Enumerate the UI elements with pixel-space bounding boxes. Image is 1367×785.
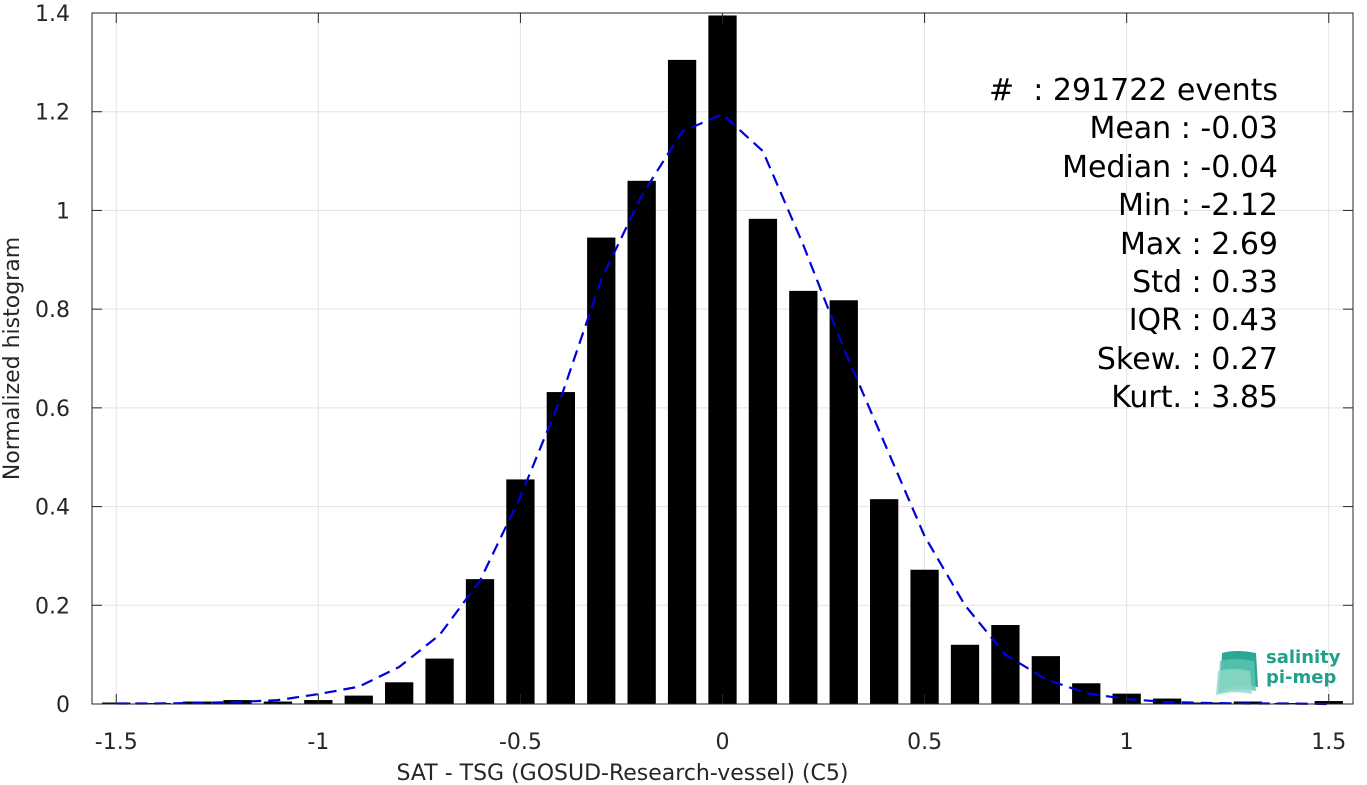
stat-skew: Skew. : 0.27: [1096, 341, 1278, 377]
histogram-bar: [1031, 656, 1060, 704]
histogram-bar: [829, 300, 858, 704]
stat-kurt: Kurt. : 3.85: [1111, 380, 1278, 416]
stat-iqr: IQR : 0.43: [1128, 303, 1278, 339]
histogram-bar: [627, 180, 656, 705]
histogram-bars: [102, 15, 1343, 705]
stat-std: Std : 0.33: [1132, 265, 1278, 301]
x-tick-label: 1: [1120, 730, 1134, 755]
histogram-bar: [950, 644, 980, 704]
histogram-bar: [1072, 683, 1101, 704]
x-tick-label: -1.5: [95, 730, 138, 755]
y-tick-label: 1.4: [35, 2, 70, 27]
axis-ticks: -1.5 -1 -0.5 0 0.5 1 1.5 0 0.2 0.4 0.6 0.8 1 1.2 1.4: [35, 2, 1353, 755]
stat-min: Min : -2.12: [1117, 188, 1278, 224]
histogram-bar: [991, 625, 1020, 704]
histogram-bar: [425, 658, 454, 704]
y-tick-label: 0.8: [35, 298, 70, 323]
y-tick-label: 1: [56, 199, 70, 224]
x-tick-label: -0.5: [499, 730, 542, 755]
stat-median: Median : -0.04: [1062, 149, 1278, 185]
x-tick-label: 0: [716, 730, 730, 755]
histogram-bar: [263, 701, 293, 704]
y-tick-label: 0.4: [35, 496, 70, 521]
y-tick-label: 1.2: [35, 101, 70, 126]
histogram-bar: [546, 392, 575, 704]
logo-line-2: pi-mep: [1266, 667, 1337, 688]
histogram-bar: [506, 479, 535, 704]
y-tick-label: 0.6: [35, 397, 70, 422]
histogram-bar: [385, 682, 414, 704]
histogram-bar: [910, 569, 939, 704]
histogram-bar: [789, 290, 818, 704]
y-tick-label: 0: [56, 693, 70, 718]
statistics-box: # : 291722 events Mean : -0.03 Median : …: [989, 72, 1278, 418]
wave-logo-icon: [1216, 651, 1258, 695]
stat-mean: Mean : -0.03: [1089, 111, 1278, 147]
logo-line-1: salinity: [1266, 647, 1341, 668]
histogram-bar: [667, 59, 697, 705]
histogram-bar: [465, 579, 495, 704]
stat-count: # : 291722 events: [989, 73, 1278, 108]
stat-max: Max : 2.69: [1120, 226, 1278, 262]
x-tick-label: -1: [307, 730, 329, 755]
histogram-bar: [587, 237, 616, 704]
histogram-bar: [344, 695, 373, 704]
histogram-bar: [748, 218, 778, 705]
logo-text: salinity pi-mep: [1266, 648, 1341, 688]
histogram-bar: [708, 15, 737, 705]
x-tick-label: 0.5: [907, 730, 942, 755]
y-axis-label: Normalized histogram: [0, 237, 25, 480]
x-tick-label: 1.5: [1311, 730, 1346, 755]
x-axis-label: SAT - TSG (GOSUD-Research-vessel) (C5): [397, 761, 849, 785]
y-tick-label: 0.2: [35, 594, 70, 619]
salinity-pimep-logo: salinity pi-mep: [1216, 645, 1346, 695]
histogram-bar: [870, 499, 899, 704]
